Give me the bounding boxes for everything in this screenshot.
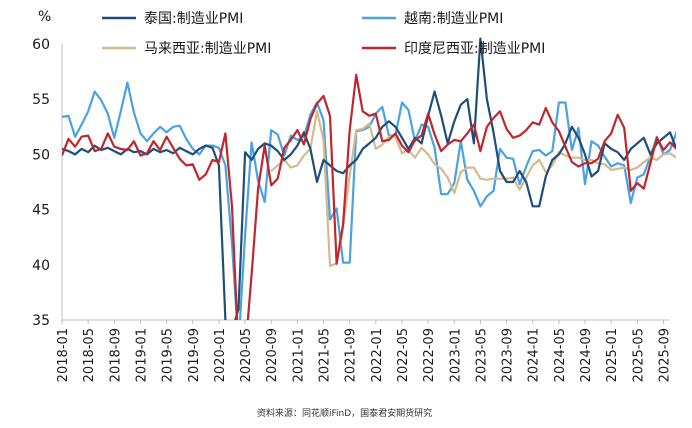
- axes: 35 40 45 50 55 60 2018-01 2018-05 2018-09 2019-01…: [32, 37, 672, 382]
- x-tick-label: 2023-01: [448, 328, 463, 382]
- series-lines: [62, 37, 676, 320]
- legend-label: 马来西亚:制造业PMI: [144, 41, 271, 57]
- y-tick-label: 45: [32, 203, 50, 219]
- y-tick-label: 50: [32, 147, 50, 163]
- x-tick-label: 2019-09: [187, 328, 202, 382]
- x-tick-label: 2024-09: [579, 328, 594, 382]
- x-tick-label: 2022-09: [422, 328, 437, 382]
- x-tick-label: 2018-05: [82, 328, 97, 382]
- x-tick-label: 2018-01: [56, 328, 71, 382]
- x-tick-label: 2018-09: [108, 328, 123, 382]
- x-tick-label: 2020-05: [239, 328, 254, 382]
- x-tick-label: 2023-05: [474, 328, 489, 382]
- x-tick-label: 2022-05: [396, 328, 411, 382]
- y-axis-unit-label: %: [38, 9, 51, 25]
- x-tick-label: 2025-05: [631, 328, 646, 382]
- x-tick-label: 2024-01: [527, 328, 542, 382]
- x-tick-label: 2023-09: [501, 328, 516, 382]
- x-tick-label: 2022-01: [370, 328, 385, 382]
- legend-label: 泰国:制造业PMI: [144, 11, 243, 27]
- legend: 泰国:制造业PMI 越南:制造业PMI 马来西亚:制造业PMI 印度尼西亚:制造业PM…: [102, 11, 545, 57]
- y-tick-label: 55: [32, 92, 50, 108]
- x-tick-label: 2025-09: [657, 328, 672, 382]
- x-tick-label: 2020-09: [265, 328, 280, 382]
- x-tick-label: 2021-05: [318, 328, 333, 382]
- x-tick-label: 2019-01: [134, 328, 149, 382]
- legend-label: 印度尼西亚:制造业PMI: [404, 41, 545, 57]
- series-thailand-line: [62, 37, 676, 320]
- y-tick-label: 35: [32, 313, 50, 329]
- legend-item-malaysia: 马来西亚:制造业PMI: [102, 41, 271, 57]
- x-tick-label: 2019-05: [161, 328, 176, 382]
- series-indonesia-line: [62, 73, 676, 320]
- source-note: 资料来源：同花顺iFinD，国泰君安期货研究: [257, 407, 432, 419]
- x-tick-label: 2020-01: [213, 328, 228, 382]
- legend-label: 越南:制造业PMI: [404, 11, 503, 27]
- legend-item-indonesia: 印度尼西亚:制造业PMI: [362, 41, 545, 57]
- x-tick-label: 2021-09: [344, 328, 359, 382]
- x-tick-label: 2024-05: [553, 328, 568, 382]
- x-tick-label: 2025-01: [605, 328, 620, 382]
- x-tick-label: 2021-01: [291, 328, 306, 382]
- y-tick-label: 60: [32, 37, 50, 53]
- legend-item-vietnam: 越南:制造业PMI: [362, 11, 503, 27]
- series-vietnam-line: [62, 81, 676, 320]
- y-tick-label: 40: [32, 258, 50, 274]
- legend-item-thailand: 泰国:制造业PMI: [102, 11, 243, 27]
